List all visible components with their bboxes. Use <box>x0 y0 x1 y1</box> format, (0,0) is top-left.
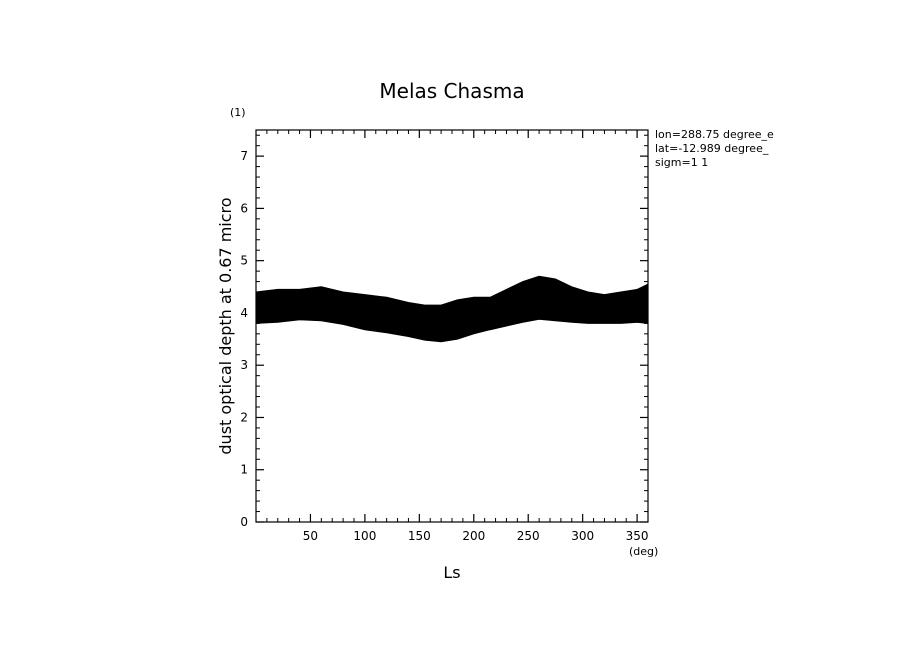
y-axis-label: dust optical depth at 0.67 micro <box>216 197 235 454</box>
x-tick-label: 300 <box>571 529 594 543</box>
x-axis-label: Ls <box>443 563 460 582</box>
chart-title: Melas Chasma <box>379 79 524 103</box>
panel-label: (1) <box>230 106 246 119</box>
x-tick-label: 200 <box>462 529 485 543</box>
info-line: lon=288.75 degree_e <box>655 128 774 141</box>
y-tick-label: 1 <box>240 463 248 477</box>
y-tick-label: 0 <box>240 515 248 529</box>
axis-ticks: 50 100 150 200 250 300 350 0 1 2 3 4 5 6 7 <box>240 130 649 543</box>
x-tick-label: 50 <box>303 529 318 543</box>
data-band-layer <box>255 275 649 343</box>
y-tick-label: 5 <box>240 254 248 268</box>
y-tick-label: 7 <box>240 149 248 163</box>
x-tick-label: 150 <box>408 529 431 543</box>
x-tick-label: 250 <box>517 529 540 543</box>
data-band <box>255 275 649 343</box>
y-tick-label: 6 <box>240 201 248 215</box>
y-tick-label: 2 <box>240 410 248 424</box>
info-line: sigm=1 1 <box>655 156 708 169</box>
y-tick-label: 3 <box>240 358 248 372</box>
x-tick-label: 100 <box>353 529 376 543</box>
info-box: lon=288.75 degree_e lat=-12.989 degree_ … <box>655 128 774 169</box>
y-tick-label: 4 <box>240 306 248 320</box>
x-axis-unit: (deg) <box>629 545 658 558</box>
info-line: lat=-12.989 degree_ <box>655 142 769 155</box>
x-tick-label: 350 <box>626 529 649 543</box>
